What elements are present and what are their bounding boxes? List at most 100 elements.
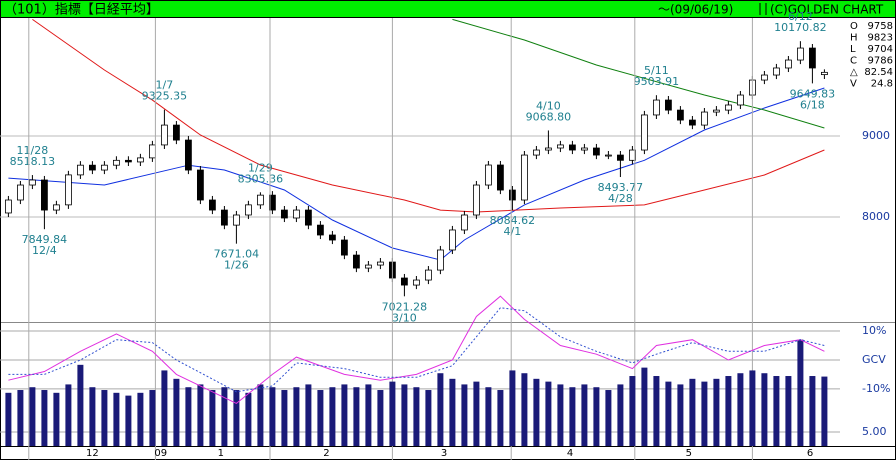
x-tick-label: 5 bbox=[686, 448, 692, 459]
volume-bar bbox=[545, 381, 552, 446]
candle-body bbox=[208, 199, 216, 211]
candle-body bbox=[496, 164, 504, 191]
volume-bar bbox=[497, 390, 504, 446]
volume-bar bbox=[485, 387, 492, 446]
volume-bar bbox=[713, 378, 720, 446]
annotation-date: 4/1 bbox=[504, 225, 522, 238]
candle-body bbox=[125, 159, 132, 163]
candle-body bbox=[16, 184, 24, 201]
volume-bar bbox=[77, 364, 84, 446]
volume-bar bbox=[605, 390, 612, 446]
y-tick-label: 9000 bbox=[862, 129, 890, 142]
quote-value: 82.54 bbox=[864, 67, 893, 78]
volume-bar bbox=[509, 370, 516, 446]
volume-bar bbox=[221, 387, 228, 446]
quote-label: △ bbox=[850, 67, 858, 78]
volume-bar bbox=[413, 387, 420, 446]
y2-tick-label: GCV bbox=[862, 353, 886, 366]
candle-body bbox=[797, 47, 804, 61]
candle-body bbox=[665, 99, 672, 111]
candle-body bbox=[785, 59, 792, 69]
candle-body bbox=[232, 214, 240, 226]
volume-bar bbox=[329, 387, 336, 446]
candle-body bbox=[713, 109, 720, 113]
annotation-date: 3/10 bbox=[392, 311, 417, 324]
volume-bar bbox=[665, 381, 672, 446]
volume-bar bbox=[677, 384, 684, 446]
annotation-date: 12/4 bbox=[32, 244, 57, 257]
volume-bar bbox=[149, 390, 156, 446]
x-tick-label: 6 bbox=[807, 448, 813, 459]
quote-label: L bbox=[850, 44, 856, 55]
oscillator-line bbox=[8, 295, 825, 404]
candle-body bbox=[641, 114, 648, 151]
volume-bar bbox=[65, 384, 72, 446]
candle-body bbox=[424, 269, 432, 281]
annotation-date: 6/12 bbox=[788, 10, 813, 23]
volume-bar bbox=[17, 390, 24, 446]
x-tick-label: 2 bbox=[323, 448, 329, 459]
candle-body bbox=[557, 144, 564, 149]
volume-bar bbox=[281, 390, 288, 446]
volume-bar bbox=[137, 392, 144, 446]
volume-bar bbox=[737, 373, 744, 446]
candle-body bbox=[364, 264, 372, 269]
volume-bar bbox=[173, 378, 180, 446]
annotation-price: 8518.13 bbox=[10, 155, 56, 168]
candle-body bbox=[28, 179, 36, 186]
volume-bar bbox=[449, 378, 456, 446]
candle-body bbox=[292, 209, 300, 219]
volume-bar bbox=[425, 390, 432, 446]
candle-body bbox=[617, 154, 624, 161]
y-tick-label: 5.00 bbox=[862, 425, 887, 438]
annotation-date: 4/10 bbox=[536, 99, 561, 112]
volume-bar bbox=[269, 387, 276, 446]
volume-bar bbox=[617, 384, 624, 446]
y2-tick-label: 10% bbox=[862, 324, 886, 337]
volume-bar bbox=[209, 390, 216, 446]
annotation-date: 5/11 bbox=[644, 64, 669, 77]
volume-bar bbox=[185, 387, 192, 446]
candle-body bbox=[160, 124, 168, 146]
annotation-date: 11/28 bbox=[17, 144, 49, 157]
candle-body bbox=[136, 157, 144, 163]
candle-body bbox=[196, 169, 204, 201]
candle-body bbox=[89, 164, 96, 171]
volume-bar bbox=[341, 384, 348, 446]
volume-bar bbox=[197, 384, 204, 446]
candle-body bbox=[53, 204, 60, 211]
candle-body bbox=[328, 234, 336, 241]
candle-body bbox=[5, 199, 12, 214]
header-copyright: (C)GOLDEN CHART bbox=[770, 3, 884, 17]
volume-bar bbox=[785, 376, 792, 446]
candle-body bbox=[593, 147, 600, 156]
candle-body bbox=[352, 254, 360, 269]
quote-label: O bbox=[850, 21, 858, 32]
volume-bar bbox=[245, 392, 252, 446]
oscillator-line bbox=[8, 307, 825, 393]
annotation-price: 10170.82 bbox=[774, 21, 827, 34]
candle-body bbox=[653, 99, 660, 116]
candle-body bbox=[400, 277, 408, 286]
quote-label: V bbox=[850, 79, 857, 90]
annotation-price: 8084.62 bbox=[490, 214, 536, 227]
x-tick-label: 4 bbox=[567, 448, 573, 459]
candle-body bbox=[448, 229, 456, 251]
volume-bar bbox=[749, 370, 756, 446]
volume-bar bbox=[101, 390, 108, 446]
candle-body bbox=[304, 209, 312, 226]
volume-bar bbox=[161, 370, 168, 446]
volume-bar bbox=[701, 381, 708, 446]
volume-bar bbox=[461, 384, 468, 446]
volume-bar bbox=[593, 387, 600, 446]
candle-body bbox=[316, 224, 324, 236]
volume-bar bbox=[809, 376, 816, 446]
x-tick-label: 12 bbox=[86, 448, 99, 459]
volume-bar bbox=[653, 376, 660, 446]
volume-bar bbox=[293, 387, 300, 446]
volume-bar bbox=[377, 390, 384, 446]
quote-value: 9704 bbox=[868, 44, 893, 55]
volume-bar bbox=[761, 373, 768, 446]
